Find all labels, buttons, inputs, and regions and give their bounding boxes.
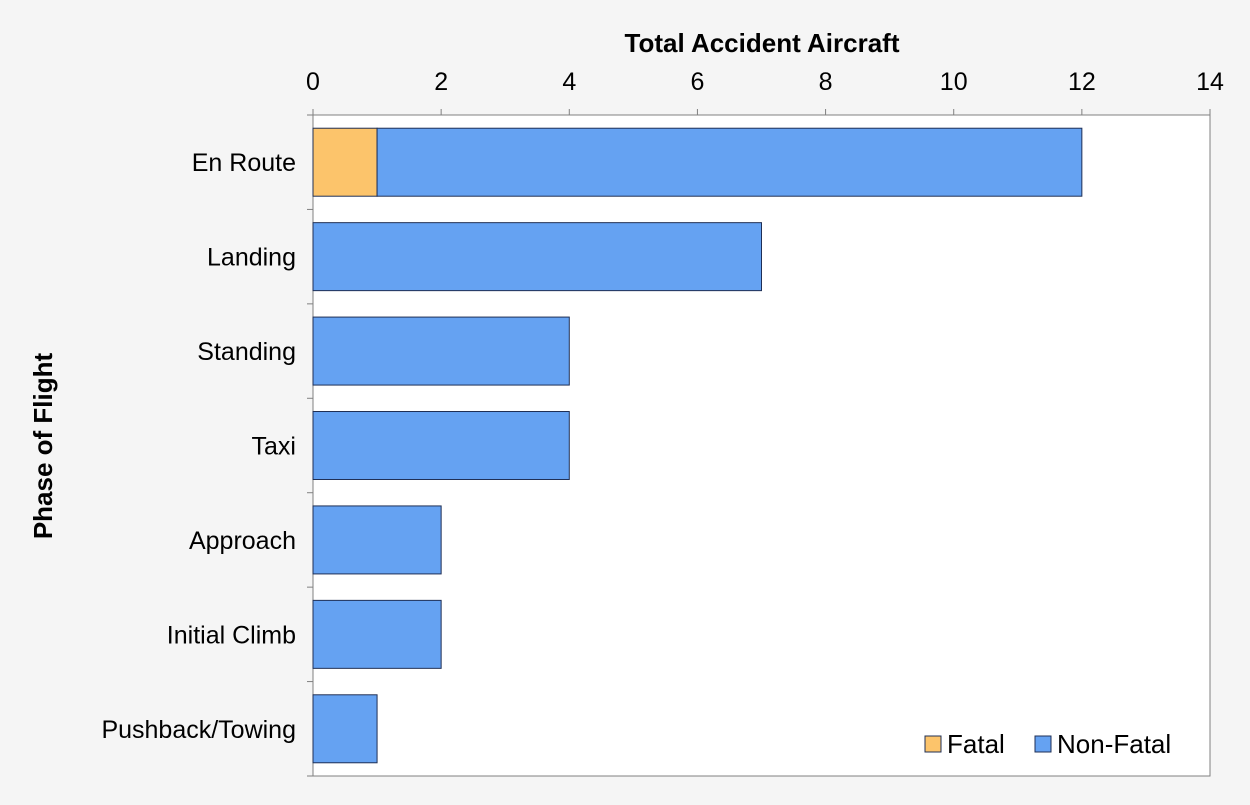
x-tick-label: 0 xyxy=(306,68,320,96)
category-label: Pushback/Towing xyxy=(101,716,296,744)
x-tick-label: 8 xyxy=(819,68,833,96)
category-label: Standing xyxy=(197,338,296,366)
x-axis-title: Total Accident Aircraft xyxy=(625,28,900,58)
y-axis-title: Phase of Flight xyxy=(28,352,58,539)
category-label: Taxi xyxy=(252,433,296,461)
bar-non-fatal xyxy=(312,222,762,292)
bar-non-fatal xyxy=(312,694,378,764)
category-label: Initial Climb xyxy=(167,621,296,649)
bar-fatal xyxy=(312,127,378,197)
legend-swatch xyxy=(924,735,942,753)
bar-non-fatal xyxy=(312,316,570,386)
x-axis: 0 2 4 6 8 10 12 14 xyxy=(306,68,1224,115)
category-label: Landing xyxy=(207,244,296,272)
x-tick-label: 4 xyxy=(562,68,576,96)
category-label: Approach xyxy=(189,527,296,555)
legend: Fatal Non-Fatal xyxy=(924,729,1171,759)
bar-non-fatal xyxy=(312,599,442,669)
bar-non-fatal xyxy=(312,505,442,575)
legend-label: Non-Fatal xyxy=(1057,729,1171,759)
bar-non-fatal xyxy=(312,411,570,480)
bar-non-fatal xyxy=(376,127,1083,197)
category-label: En Route xyxy=(192,149,296,177)
x-tick-label: 6 xyxy=(690,68,704,96)
legend-swatch xyxy=(1034,735,1052,753)
x-tick-label: 14 xyxy=(1196,68,1224,96)
bars-group xyxy=(312,127,1083,764)
x-tick-label: 12 xyxy=(1068,68,1096,96)
x-tick-label: 2 xyxy=(434,68,448,96)
x-tick-label: 10 xyxy=(940,68,968,96)
legend-label: Fatal xyxy=(947,729,1005,759)
y-axis: En Route Landing Standing Taxi Approach Initi… xyxy=(101,114,313,777)
